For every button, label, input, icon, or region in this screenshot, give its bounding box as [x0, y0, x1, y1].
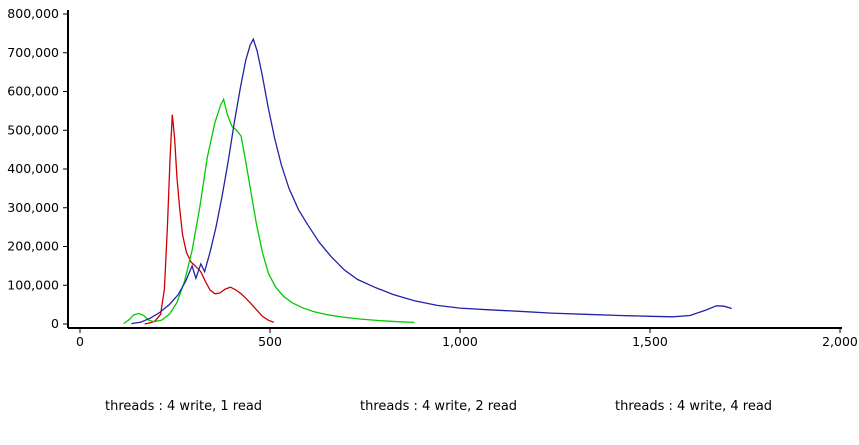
svg-text:500,000: 500,000 — [7, 122, 59, 137]
svg-text:600,000: 600,000 — [7, 84, 59, 99]
svg-text:300,000: 300,000 — [7, 200, 59, 215]
svg-text:0: 0 — [76, 334, 84, 349]
svg-text:100,000: 100,000 — [7, 277, 59, 292]
svg-text:1,000: 1,000 — [442, 334, 478, 349]
svg-text:500: 500 — [258, 334, 282, 349]
legend-entry: threads : 4 write, 2 read failed : 0 pus… — [343, 364, 598, 445]
chart-plot-area: 0 100,000 200,000 300,000 400,000 500,000 600,… — [7, 6, 858, 349]
legend-threads-line: threads : 4 write, 1 read — [105, 399, 263, 414]
svg-text:200,000: 200,000 — [7, 239, 59, 254]
legend-entry: threads : 4 write, 4 read failed : 0 pus… — [598, 364, 853, 445]
legend-entry: threads : 4 write, 1 read failed : 0 pus… — [88, 364, 343, 445]
svg-text:0: 0 — [51, 316, 59, 331]
svg-text:800,000: 800,000 — [7, 6, 59, 21]
legend: threads : 4 write, 1 read failed : 0 pus… — [0, 364, 859, 445]
legend-threads-line: threads : 4 write, 4 read — [615, 399, 773, 414]
svg-text:2,000: 2,000 — [822, 334, 858, 349]
svg-text:400,000: 400,000 — [7, 161, 59, 176]
legend-threads-line: threads : 4 write, 2 read — [360, 399, 518, 414]
svg-text:1,500: 1,500 — [632, 334, 668, 349]
svg-text:700,000: 700,000 — [7, 45, 59, 60]
